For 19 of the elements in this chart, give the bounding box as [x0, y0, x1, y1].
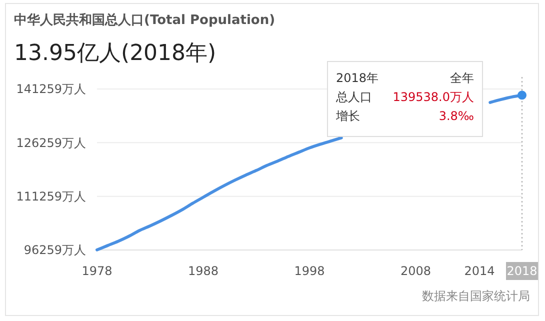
annotation: 3.8‰: [438, 109, 474, 123]
text: 全年: [450, 71, 474, 85]
y-tick-label: 126259万人: [16, 136, 86, 150]
x-tick-label: 1988: [188, 264, 219, 278]
x-tick-label: 2014: [464, 264, 495, 278]
annotation: 增长: [335, 109, 360, 123]
y-tick-label: 111259万人: [16, 190, 86, 204]
x-tick-label: 1978: [82, 264, 112, 278]
text: 数据来自国家统计局: [422, 289, 530, 303]
x-tick-label: 2018: [506, 264, 538, 278]
text: 2018年: [336, 71, 379, 85]
chart-subtitle: 13.95亿人(2018年): [14, 41, 216, 66]
y-tick-label: 141259万人: [16, 82, 86, 96]
x-tick-label: 2008: [400, 264, 432, 278]
annotation: 139538.0万人: [392, 90, 474, 104]
annotation: 总人口: [335, 90, 372, 104]
x-tick-label: 1998: [294, 264, 325, 278]
y-tick-label: 96259万人: [24, 243, 86, 258]
chart-title: 中华人民共和国总人口(Total Population): [14, 12, 276, 28]
